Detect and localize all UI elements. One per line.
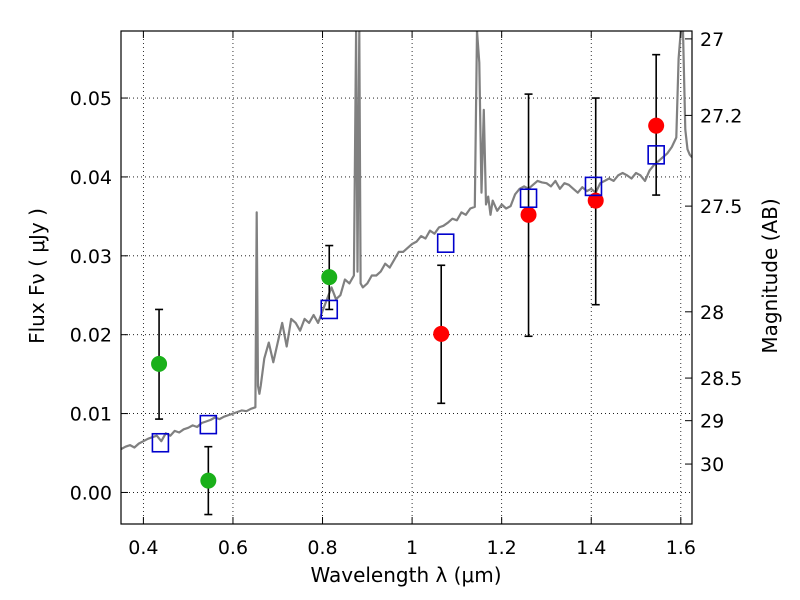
mag-tick-label: 27 (700, 29, 724, 51)
axis-ticks: 0.4 0.6 0.8 1 1.2 1.4 1.6 0.00 0.01 0.02 0.03 0.04 0… (70, 29, 743, 559)
model-photometry-square (199, 414, 218, 435)
model-photometry-square (320, 299, 339, 320)
y-axis-title: Flux Fν ( μJy ) (25, 208, 49, 344)
model-photometry-square (519, 188, 538, 209)
x-tick-label: 1.6 (666, 537, 696, 559)
y-tick-label: 0.03 (70, 246, 112, 268)
nir-point (433, 325, 450, 342)
plot-area (121, 31, 692, 516)
x-tick-label: 1.2 (487, 537, 517, 559)
y-tick-label: 0.05 (70, 88, 112, 110)
x-tick-label: 0.6 (218, 537, 248, 559)
y-tick-label: 0.04 (70, 167, 112, 189)
mag-tick-label: 29 (700, 411, 724, 433)
mag-tick-label: 27.5 (700, 196, 742, 218)
mag-tick-label: 27.2 (700, 105, 742, 127)
y-tick-label: 0.00 (70, 482, 112, 504)
model-photometry-square (647, 145, 665, 165)
mag-tick-label: 30 (700, 454, 724, 476)
x-tick-label: 0.8 (307, 537, 337, 559)
nir-point (520, 206, 537, 223)
nir-point (648, 117, 665, 134)
optical-point (321, 269, 338, 286)
nir-point (587, 192, 604, 209)
model-photometry-square (584, 176, 603, 197)
model-photometry-square (151, 432, 170, 453)
grid (121, 31, 692, 524)
y-tick-label: 0.01 (70, 404, 112, 426)
mag-tick-label: 28 (700, 302, 724, 324)
model-photometry-square (436, 233, 455, 253)
x-tick-label: 1 (406, 537, 418, 559)
x-tick-label: 0.4 (128, 537, 158, 559)
mag-tick-label: 28.5 (700, 368, 742, 390)
y-tick-label: 0.02 (70, 325, 112, 347)
x-axis-title: Wavelength λ (μm) (310, 563, 501, 587)
y2-axis-title: Magnitude (AB) (758, 198, 782, 353)
optical-point (200, 472, 217, 489)
x-tick-label: 1.4 (576, 537, 606, 559)
optical-point (151, 355, 168, 372)
model-spectrum-line (121, 31, 692, 451)
plot-frame (120, 30, 693, 525)
